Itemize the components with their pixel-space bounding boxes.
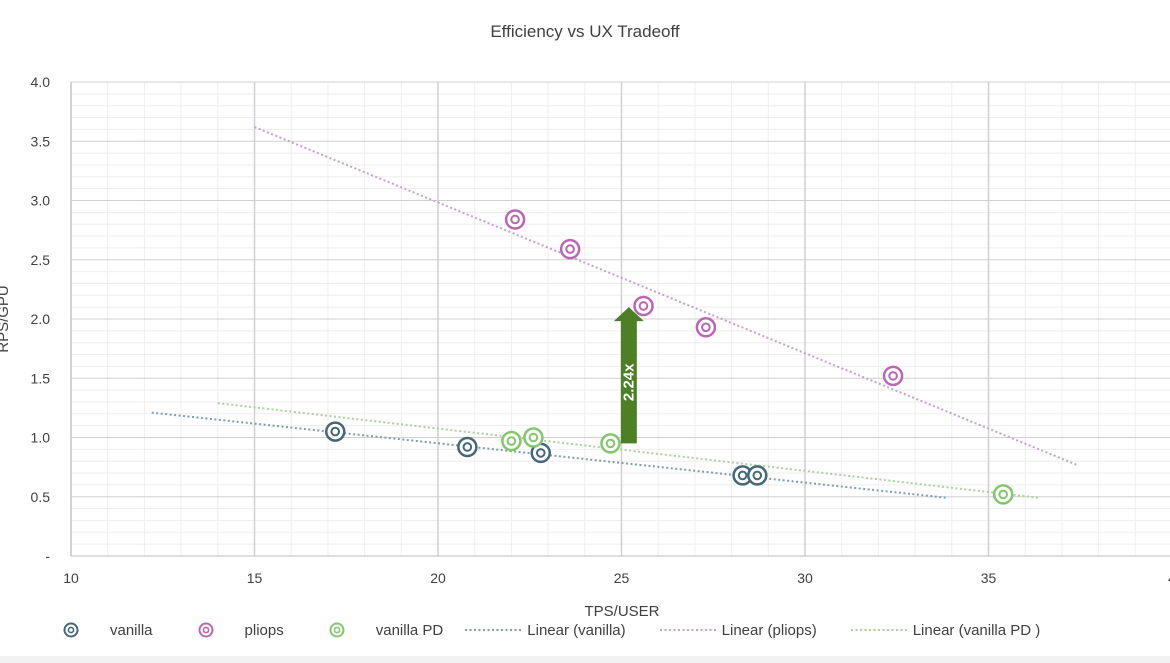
data-point-outer-ring xyxy=(523,427,544,448)
legend-label: Linear (vanilla) xyxy=(527,621,626,639)
data-point xyxy=(747,465,768,486)
y-tick-label: 2.5 xyxy=(31,252,51,268)
y-tick-label: 1.0 xyxy=(31,430,51,446)
data-point-outer-ring xyxy=(633,295,654,317)
data-point xyxy=(501,430,522,452)
legend-item: Linear (vanilla PD ) xyxy=(850,621,1041,639)
legend-label: pliops xyxy=(244,621,284,639)
legend-item: vanilla PD xyxy=(328,621,444,639)
legend-label: Linear (vanilla PD ) xyxy=(912,621,1041,639)
legend-item: Linear (pliops) xyxy=(659,621,817,639)
data-point-outer-ring xyxy=(695,317,717,338)
data-point-outer-ring xyxy=(501,430,522,452)
y-tick-label: 3.0 xyxy=(31,193,51,209)
data-point-inner-ring xyxy=(510,214,520,225)
data-point-inner-ring xyxy=(565,244,575,254)
legend-item: vanilla xyxy=(62,621,153,639)
x-tick-label: 30 xyxy=(797,570,813,586)
x-tick-label: 4 xyxy=(1168,570,1170,586)
y-axis-label: RPS/GPU xyxy=(0,285,12,353)
y-tick-label: 4.0 xyxy=(31,74,51,90)
y-tick-label: - xyxy=(45,548,50,564)
data-point-inner-ring xyxy=(752,470,763,481)
trendline xyxy=(217,402,1040,499)
legend-label: vanilla xyxy=(110,621,153,639)
legend-line-swatch xyxy=(850,629,907,631)
data-point xyxy=(882,365,904,387)
y-tick-label: 2.0 xyxy=(31,311,51,327)
x-tick-label: 35 xyxy=(981,570,997,586)
legend-marker-swatch xyxy=(198,622,214,638)
data-point-inner-ring xyxy=(605,438,616,449)
y-tick-label: 3.5 xyxy=(31,133,51,149)
legend-item: pliops xyxy=(197,621,284,639)
data-point xyxy=(523,427,544,448)
data-point-inner-ring xyxy=(701,322,711,333)
x-tick-label: 10 xyxy=(63,570,79,586)
data-point xyxy=(457,436,478,458)
x-tick-label: 15 xyxy=(247,570,263,586)
data-point-inner-ring xyxy=(638,301,649,311)
annotation-arrow xyxy=(613,307,644,444)
data-point xyxy=(559,238,581,260)
trendline xyxy=(151,411,949,499)
data-point-outer-ring xyxy=(504,209,526,230)
data-point-outer-ring xyxy=(882,365,904,387)
x-axis-label: TPS/USER xyxy=(584,603,659,620)
legend-line-swatch xyxy=(659,629,716,631)
data-point-inner-ring xyxy=(888,371,898,381)
data-point-outer-ring xyxy=(559,238,581,260)
x-tick-label: 25 xyxy=(614,570,630,586)
data-point xyxy=(633,295,654,317)
data-point-inner-ring xyxy=(462,442,473,452)
chart-legend: vanilla pliops vanilla PD Linear (vanilla) L… xyxy=(0,614,1170,646)
bottom-strip xyxy=(0,656,1170,663)
data-point-inner-ring xyxy=(535,448,546,458)
legend-marker-swatch xyxy=(63,622,79,638)
data-point xyxy=(695,317,717,338)
data-point-inner-ring xyxy=(330,426,341,437)
data-point xyxy=(992,484,1014,505)
y-tick-label: 1.5 xyxy=(31,370,51,386)
data-point-inner-ring xyxy=(506,436,517,446)
legend-label: vanilla PD xyxy=(375,621,444,639)
data-point-outer-ring xyxy=(600,433,621,454)
data-point xyxy=(504,209,526,230)
data-point-inner-ring xyxy=(998,489,1008,500)
legend-item: Linear (vanilla) xyxy=(465,621,626,639)
data-point-inner-ring xyxy=(528,432,539,443)
data-point-outer-ring xyxy=(324,421,346,442)
data-point-outer-ring xyxy=(747,465,768,486)
legend-marker-swatch xyxy=(329,622,345,638)
legend-line-swatch xyxy=(465,629,522,631)
data-point xyxy=(600,433,621,454)
data-point-outer-ring xyxy=(457,436,478,458)
data-point-inner-ring xyxy=(737,470,748,481)
x-tick-label: 20 xyxy=(430,570,446,586)
data-point xyxy=(324,421,346,442)
data-point-outer-ring xyxy=(992,484,1014,505)
chart-title: Efficiency vs UX Tradeoff xyxy=(490,22,680,41)
annotation-label: 2.24x xyxy=(620,363,637,401)
legend-label: Linear (pliops) xyxy=(721,621,817,639)
y-tick-label: 0.5 xyxy=(31,489,51,505)
